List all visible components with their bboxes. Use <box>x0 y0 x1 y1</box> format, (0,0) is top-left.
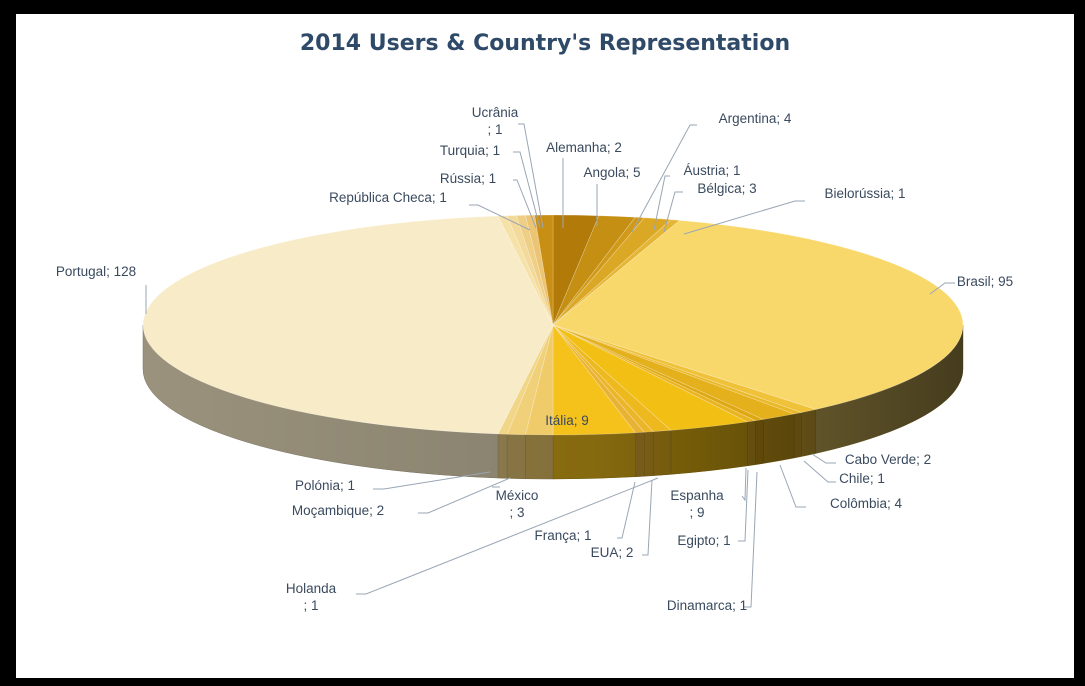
leader-line-ucrania <box>518 123 544 229</box>
pie-slice-turquia <box>515 214 554 326</box>
data-label-holanda: Holanda; 1 <box>286 581 337 613</box>
pie-slice-espanha <box>552 324 749 431</box>
pie-slice-egipto <box>552 324 757 423</box>
pie-slice-dinamarca <box>552 324 765 421</box>
pie-slice-ucrania <box>525 214 554 326</box>
leader-line-holanda <box>356 477 659 595</box>
data-label-turquia: Turquia; 1 <box>440 143 500 158</box>
data-label-ucrania: Ucrânia; 1 <box>472 105 519 137</box>
pie-slice-republica-checa <box>497 215 554 326</box>
pie-tops <box>142 214 964 436</box>
leader-line-cabo-verde <box>811 453 836 464</box>
leader-lines <box>145 123 955 608</box>
pie-slice-belgica <box>552 217 672 326</box>
pie-slice-brasil <box>552 220 964 410</box>
leader-line-polonia <box>373 471 491 490</box>
pie-slice-argentina <box>552 215 636 326</box>
leader-line-mocambique <box>418 477 511 514</box>
leader-line-eua <box>642 479 653 556</box>
leader-line-dinamarca <box>743 471 758 608</box>
data-label-argentina: Argentina; 4 <box>719 111 792 126</box>
data-label-mocambique: Moçambique; 2 <box>292 503 384 518</box>
leader-line-russia <box>513 179 537 229</box>
leader-line-bielorussia <box>683 200 805 235</box>
data-label-brasil: Brasil; 95 <box>957 274 1013 289</box>
leader-line-colombia <box>779 464 806 508</box>
data-label-chile: Chile; 1 <box>839 471 885 486</box>
pie-slice-franca <box>552 324 654 433</box>
pie-slice-chile <box>552 324 803 415</box>
pie-slice-cabo-verde <box>552 324 817 413</box>
data-label-austria: Áustria; 1 <box>683 163 740 178</box>
data-label-franca: França; 1 <box>534 528 591 543</box>
data-label-italia: Itália; 9 <box>545 413 589 428</box>
data-label-egipto: Egipto; 1 <box>677 533 730 548</box>
data-label-belgica: Bélgica; 3 <box>697 181 756 196</box>
pie-slice-portugal <box>142 215 554 435</box>
pie-slice-mocambique <box>506 324 554 436</box>
data-label-colombia: Colômbia; 4 <box>830 496 903 511</box>
pie-slice-bielorussia <box>552 219 681 326</box>
leader-line-austria <box>653 175 670 231</box>
pie-slice-colombia <box>552 324 796 420</box>
data-label-portugal: Portugal; 128 <box>56 264 136 279</box>
data-label-angola: Angola; 5 <box>583 165 640 180</box>
pie-slice-holanda <box>552 324 645 434</box>
data-label-cabo-verde: Cabo Verde; 2 <box>845 452 931 467</box>
pie-side-shading <box>143 325 963 479</box>
data-labels: Angola; 5 Argentina; 4 Áustria; 1 Bélgica; … <box>56 105 1013 613</box>
leader-line-brasil <box>929 282 955 295</box>
pie-slice-angola <box>552 214 600 326</box>
leader-line-franca <box>617 481 636 539</box>
data-label-eua: EUA; 2 <box>591 545 634 560</box>
leader-line-turquia <box>513 151 541 229</box>
pie-slice-russia <box>506 215 554 326</box>
leader-line-espanha <box>741 467 747 502</box>
leader-line-belgica <box>663 191 683 233</box>
pie-slice-mexico <box>525 324 554 436</box>
data-label-dinamarca: Dinamarca; 1 <box>667 598 747 613</box>
pie-slice-italia <box>552 324 636 436</box>
data-label-mexico: México; 3 <box>496 488 539 520</box>
chart-title: 2014 Users & Country's Representation <box>300 31 790 56</box>
data-label-polonia: Polónia; 1 <box>295 478 355 493</box>
data-label-russia: Rússia; 1 <box>440 171 496 186</box>
leader-line-chile <box>803 460 836 483</box>
leader-line-egipto <box>738 469 749 542</box>
data-label-alemanha: Alemanha; 2 <box>546 140 622 155</box>
pie-slice-alemanha <box>534 214 554 326</box>
leader-line-argentina <box>631 124 697 233</box>
data-label-bielorussia: Bielorússia; 1 <box>824 186 905 201</box>
data-label-republica-checa: República Checa; 1 <box>329 190 447 205</box>
leader-line-republica-checa <box>469 204 531 231</box>
pie-slice-polonia <box>497 324 554 435</box>
data-label-espanha: Espanha; 9 <box>670 488 724 520</box>
pie-slice-eua <box>552 324 672 432</box>
